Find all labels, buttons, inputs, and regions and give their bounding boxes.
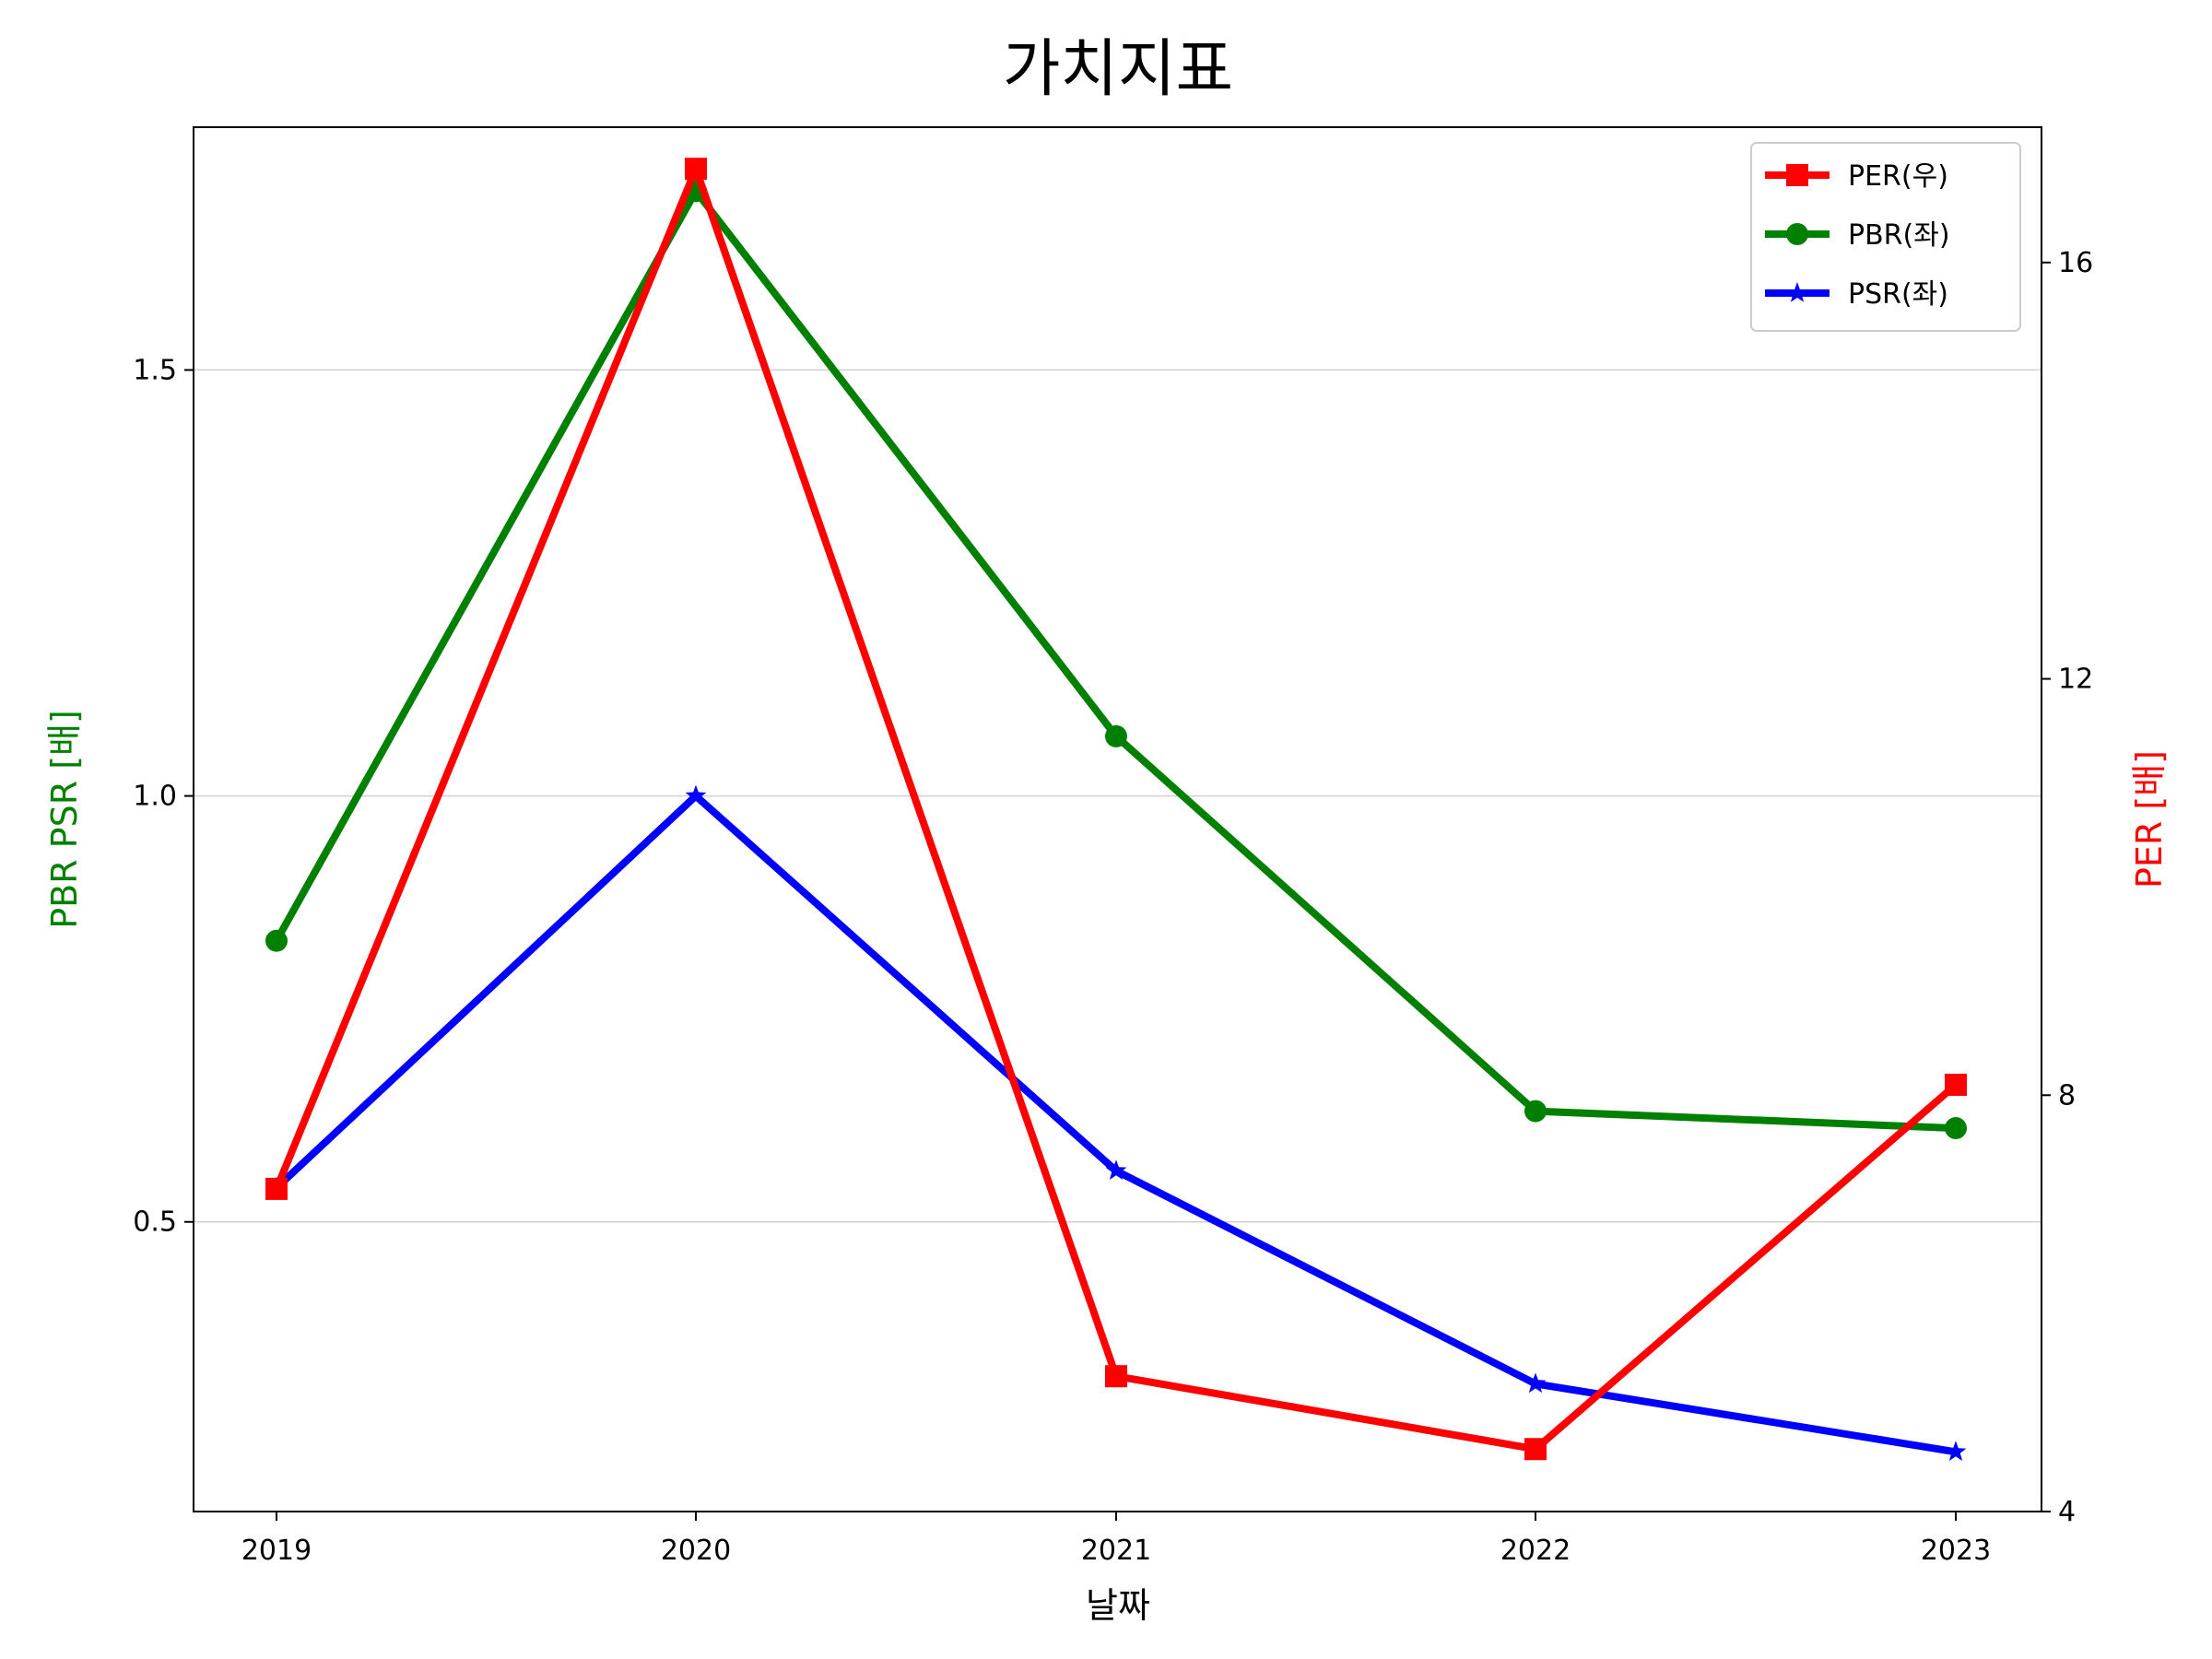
right-y-axis-title: PER [배] [2129,750,2170,888]
x-tick-label: 2020 [661,1535,731,1567]
legend-swatch-marker [1786,164,1808,186]
data-point [1524,1100,1547,1123]
x-tick-label: 2023 [1921,1535,1991,1567]
x-tick-label: 2022 [1500,1535,1571,1567]
right-tick-label: 8 [2058,1079,2076,1112]
x-axis-title: 날짜 [1086,1585,1150,1626]
data-point [1105,1365,1127,1388]
right-tick-label: 4 [2058,1496,2076,1528]
legend-box [1750,142,2021,332]
left-tick-label: 1.0 [133,781,177,813]
series-square-right [265,158,1967,1461]
x-tick-label: 2021 [1081,1535,1151,1567]
left-y-axis: 0.5 1.0 1.5 [133,354,194,1239]
left-y-axis-title: PBR PSR [배] [44,710,85,929]
legend-label: PSR(좌) [1848,278,1948,311]
data-point [685,784,707,806]
right-tick-label: 16 [2058,247,2093,279]
legend-label: PER(우) [1848,160,1948,193]
data-point [1945,1441,1967,1461]
right-tick-label: 12 [2058,664,2093,696]
left-tick-label: 1.5 [133,354,177,386]
series-line [273,165,1959,1453]
legend-swatch-marker [1786,282,1808,302]
series-layer [265,158,1967,1461]
x-tick-label: 2019 [241,1535,312,1567]
data-point [1945,1073,1967,1096]
data-point [265,929,288,952]
legend-swatch-marker [1786,223,1808,245]
legend-label: PBR(좌) [1848,219,1950,252]
series-circle-left [265,180,1967,1140]
x-axis: 2019 2020 2021 2022 2023 [241,1512,1991,1567]
data-point [685,158,707,181]
series-line [274,792,1957,1456]
data-point [265,1177,288,1200]
right-y-axis: 4 8 12 16 [2041,247,2093,1528]
data-point [1945,1117,1967,1140]
legend: PER(우) PBR(좌) PSR(좌) [1750,142,2021,332]
data-point [1524,1438,1547,1461]
left-tick-label: 0.5 [133,1206,177,1239]
series-line [273,187,1957,1133]
grid-lines [194,369,2041,1223]
data-point [1524,1372,1547,1394]
series-star-left [265,784,1967,1461]
data-point [1105,1159,1127,1180]
plot-area-frame [193,126,2042,1512]
data-point [1105,724,1127,747]
chart-title: 가치지표 [1003,33,1233,106]
